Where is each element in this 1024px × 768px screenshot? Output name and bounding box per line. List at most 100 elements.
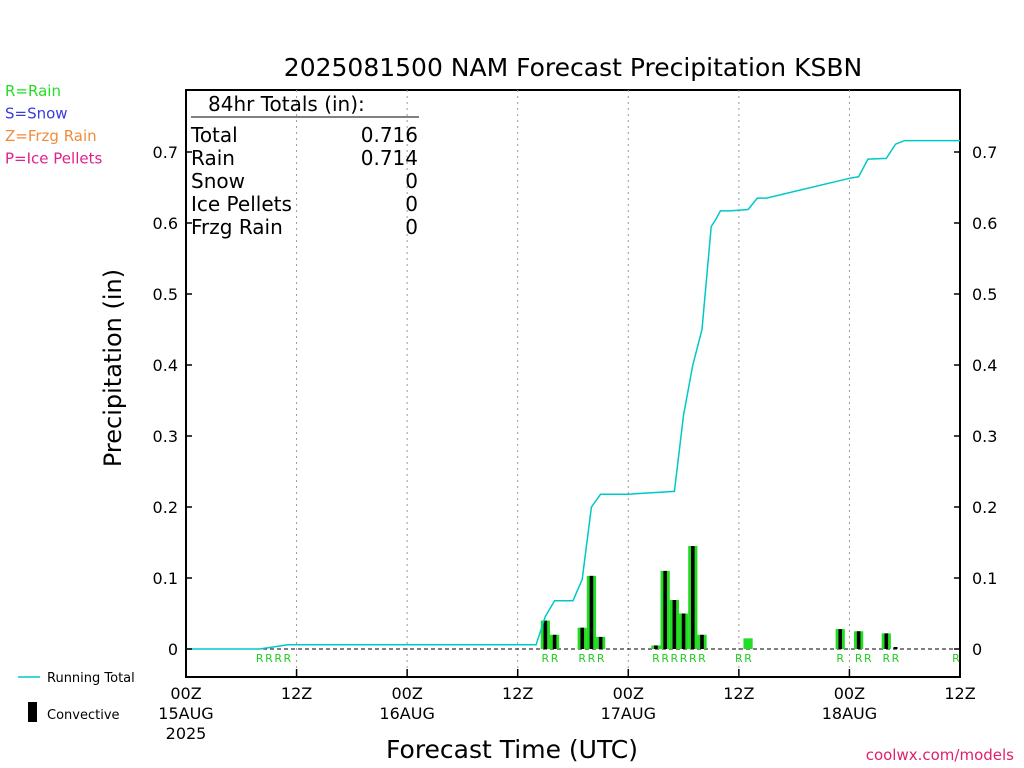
convective-bar <box>552 634 557 649</box>
convective-bar <box>580 627 585 649</box>
ptype-label: R <box>855 652 863 665</box>
y-tick-label-right: 0.5 <box>972 285 997 304</box>
y-tick-label: 0.1 <box>153 569 178 588</box>
legend-running-total-label: Running Total <box>47 671 135 686</box>
ptype-label: R <box>892 652 900 665</box>
ptype-label: R <box>542 652 550 665</box>
y-tick-label: 0.3 <box>153 427 178 446</box>
convective-bar <box>884 633 889 649</box>
ptype-label: R <box>274 652 282 665</box>
ptype-label: R <box>265 652 273 665</box>
precip-type-legend: R=Rain S=Snow Z=Frzg Rain P=Ice Pellets <box>5 82 102 168</box>
ptype-label: R <box>952 652 960 665</box>
ptype-label: R <box>652 652 660 665</box>
convective-bar <box>598 636 603 649</box>
trace-bar <box>893 647 898 649</box>
ptype-label: R <box>661 652 669 665</box>
x-tick-label: 12Z <box>502 684 533 703</box>
ptype-label: R <box>735 652 743 665</box>
convective-bar <box>681 613 686 649</box>
ptype-label: R <box>588 652 596 665</box>
convective-bar <box>663 570 667 649</box>
running-total-line <box>186 139 960 650</box>
ptype-label: R <box>836 652 844 665</box>
x-tick-label: 00Z <box>834 684 865 703</box>
y-axis-title: Precipitation (in) <box>99 269 127 467</box>
y-tick-label-right: 0.1 <box>972 569 997 588</box>
ptype-label: R <box>698 652 706 665</box>
y-tick-label: 0.2 <box>153 498 178 517</box>
grid-lines <box>296 90 850 677</box>
ptype-label: R <box>744 652 752 665</box>
convective-bar <box>589 575 594 649</box>
x-tick-label: 00Z <box>170 684 201 703</box>
convective-bar <box>672 600 677 649</box>
convective-bar <box>690 546 695 649</box>
ptype-label: R <box>689 652 697 665</box>
legend-convective-swatch <box>28 702 37 722</box>
ptype-label: R <box>864 652 872 665</box>
ptype-legend-item: R=Rain <box>5 82 61 100</box>
precip-bar <box>743 638 753 649</box>
convective-bar <box>543 620 548 649</box>
x-tick-date: 15AUG <box>158 704 213 723</box>
x-tick-date: 18AUG <box>822 704 877 723</box>
plot-frame <box>185 89 961 678</box>
totals-row-value: 0 <box>405 169 418 193</box>
convective-bar <box>700 634 704 649</box>
totals-row-value: 0.716 <box>361 123 418 147</box>
convective-bar <box>856 631 861 649</box>
y-tick-label: 0.6 <box>153 214 178 233</box>
x-tick-label: 00Z <box>613 684 644 703</box>
totals-row-label: Snow <box>191 169 245 193</box>
legend-convective-label: Convective <box>47 708 120 723</box>
running-total-series <box>186 139 960 650</box>
x-tick-date: 16AUG <box>379 704 434 723</box>
totals-row-label: Total <box>190 123 238 147</box>
y-tick-label-right: 0.4 <box>972 356 997 375</box>
y-tick-label-right: 0.6 <box>972 214 997 233</box>
ptype-label: R <box>551 652 559 665</box>
ptype-label: R <box>680 652 688 665</box>
totals-row-value: 0 <box>405 192 418 216</box>
y-tick-label-right: 0.7 <box>972 143 997 162</box>
ptype-label: R <box>671 652 679 665</box>
y-tick-label-right: 0.3 <box>972 427 997 446</box>
convective-bar <box>838 629 843 649</box>
bar-series <box>540 546 898 649</box>
ptype-label: R <box>578 652 586 665</box>
x-tick-label: 12Z <box>281 684 312 703</box>
y-tick-label: 0.7 <box>153 143 178 162</box>
series-legend: Running Total Convective <box>18 671 135 723</box>
y-tick-label-right: 0.2 <box>972 498 997 517</box>
totals-row-label: Frzg Rain <box>191 215 283 239</box>
y-tick-label: 0 <box>168 640 178 659</box>
x-tick-year: 2025 <box>166 724 207 743</box>
y-axes: 0 00.1 0.10.2 0.20.3 0.30.4 0.40.5 0.50.6 0.60.… <box>153 143 998 659</box>
x-tick-label: 00Z <box>391 684 422 703</box>
x-tick-label: 12Z <box>944 684 975 703</box>
totals-row-value: 0.714 <box>361 146 418 170</box>
totals-row-value: 0 <box>405 215 418 239</box>
x-tick-label: 12Z <box>723 684 754 703</box>
ptype-legend-item: P=Ice Pellets <box>5 150 102 168</box>
convective-bar <box>654 645 658 649</box>
y-tick-label-right: 0 <box>972 640 982 659</box>
totals-row-label: Ice Pellets <box>191 192 292 216</box>
credit-text: coolwx.com/models <box>866 746 1014 764</box>
x-axis-title: Forecast Time (UTC) <box>386 735 638 764</box>
x-tick-date: 17AUG <box>601 704 656 723</box>
chart-title: 2025081500 NAM Forecast Precipitation KS… <box>284 53 862 82</box>
totals-box: 84hr Totals (in): Total 0.716 Rain 0.714 Sno… <box>190 92 419 239</box>
y-tick-label: 0.4 <box>153 356 178 375</box>
totals-row-label: Rain <box>191 146 235 170</box>
ptype-label: R <box>284 652 292 665</box>
ptype-legend-item: Z=Frzg Rain <box>5 127 97 145</box>
totals-header: 84hr Totals (in): <box>208 92 365 116</box>
ptype-label: R <box>597 652 605 665</box>
y-tick-label: 0.5 <box>153 285 178 304</box>
ptype-label: R <box>882 652 890 665</box>
